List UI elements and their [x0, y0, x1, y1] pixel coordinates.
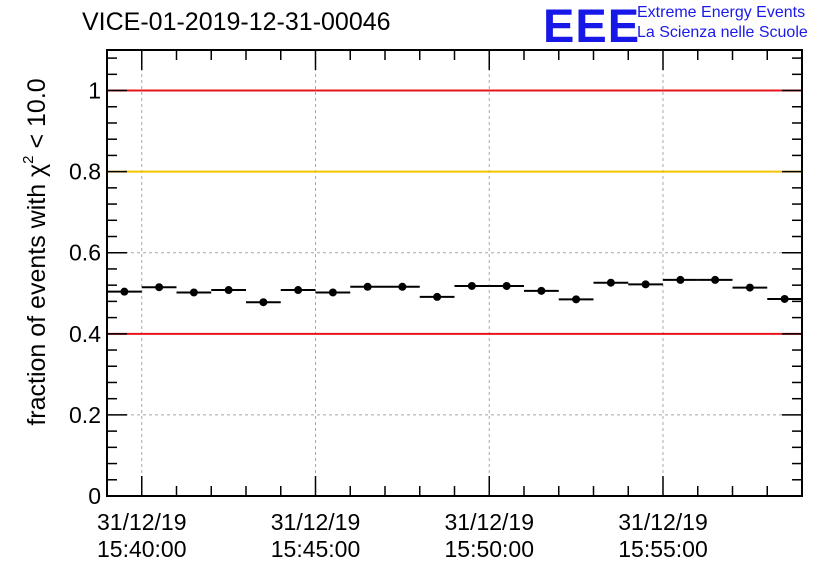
x-tick-label-date-2: 31/12/19 [444, 509, 534, 535]
y-axis-label-symbol: χ [23, 163, 51, 177]
y-tick-label-3: 0.6 [69, 240, 101, 266]
x-tick-label-date-0: 31/12/19 [97, 509, 187, 535]
chart-title: VICE-01-2019-12-31-00046 [82, 8, 391, 36]
logo-line-2: La Scienza nelle Scuole [637, 24, 808, 41]
y-axis-label-superscript: 2 [20, 155, 37, 164]
data-point-14 [606, 278, 615, 287]
data-point-4 [259, 298, 268, 307]
x-tick-label-time-2: 15:50:00 [444, 536, 534, 562]
plot-frame-rect [106, 49, 803, 497]
y-tick-label-4: 0.8 [69, 159, 101, 185]
data-point-17 [711, 275, 720, 284]
data-point-0 [120, 287, 129, 296]
plot-frame [106, 49, 803, 497]
data-point-9 [433, 292, 442, 301]
y-axis-label-prefix: fraction of events with [23, 176, 51, 426]
reference-lines [107, 89, 802, 335]
data-point-6 [328, 288, 337, 297]
data-point-15 [641, 280, 650, 289]
data-point-3 [224, 286, 233, 295]
y-tick-label-2: 0.4 [69, 321, 101, 347]
y-tick-label-5: 1 [88, 78, 101, 104]
grid-lines [107, 50, 802, 496]
x-tick-label-time-3: 15:55:00 [618, 536, 708, 562]
y-axis-label-suffix: < 10.0 [23, 78, 51, 156]
x-tick-label-time-0: 15:40:00 [97, 536, 187, 562]
data-point-7 [363, 282, 372, 291]
data-point-8 [398, 282, 407, 291]
y-axis-label: fraction of events with χ2 < 10.0 [20, 78, 52, 425]
x-tick-label-date-1: 31/12/19 [271, 509, 361, 535]
data-point-5 [294, 286, 303, 295]
data-point-12 [537, 286, 546, 295]
eee-logo-mark: EEE [543, 0, 641, 52]
data-point-18 [745, 283, 754, 292]
logo-line-1: Extreme Energy Events [637, 4, 806, 21]
y-tick-label-1: 0.2 [69, 402, 101, 428]
data-point-1 [155, 283, 164, 292]
data-point-2 [189, 288, 198, 297]
y-tick-label-0: 0 [88, 483, 101, 509]
data-point-16 [676, 275, 685, 284]
x-tick-label-time-1: 15:45:00 [271, 536, 361, 562]
axis-ticks [107, 50, 803, 497]
tick-labels: 00.20.40.60.8131/12/1915:40:0031/12/1915… [69, 78, 708, 562]
data-series [107, 275, 802, 307]
x-tick-label-date-3: 31/12/19 [618, 509, 708, 535]
data-point-19 [780, 294, 789, 303]
data-point-10 [467, 281, 476, 290]
data-point-11 [502, 281, 511, 290]
data-point-13 [572, 295, 581, 304]
